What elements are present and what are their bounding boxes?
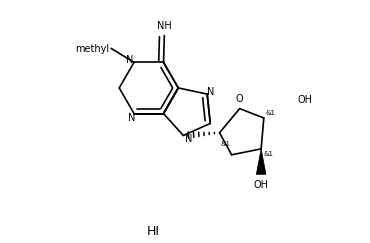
Text: OH: OH bbox=[298, 95, 313, 105]
Text: OH: OH bbox=[254, 180, 269, 190]
Text: HI: HI bbox=[146, 225, 159, 238]
Text: NH: NH bbox=[157, 21, 172, 31]
Text: &1: &1 bbox=[264, 151, 274, 157]
Text: &1: &1 bbox=[221, 141, 231, 147]
Polygon shape bbox=[256, 149, 266, 174]
Text: N: N bbox=[126, 55, 134, 65]
Text: &1: &1 bbox=[266, 110, 276, 116]
Text: N: N bbox=[128, 113, 135, 122]
Text: methyl: methyl bbox=[75, 44, 109, 54]
Text: N: N bbox=[207, 87, 215, 97]
Text: N: N bbox=[185, 134, 193, 144]
Text: O: O bbox=[235, 94, 243, 104]
